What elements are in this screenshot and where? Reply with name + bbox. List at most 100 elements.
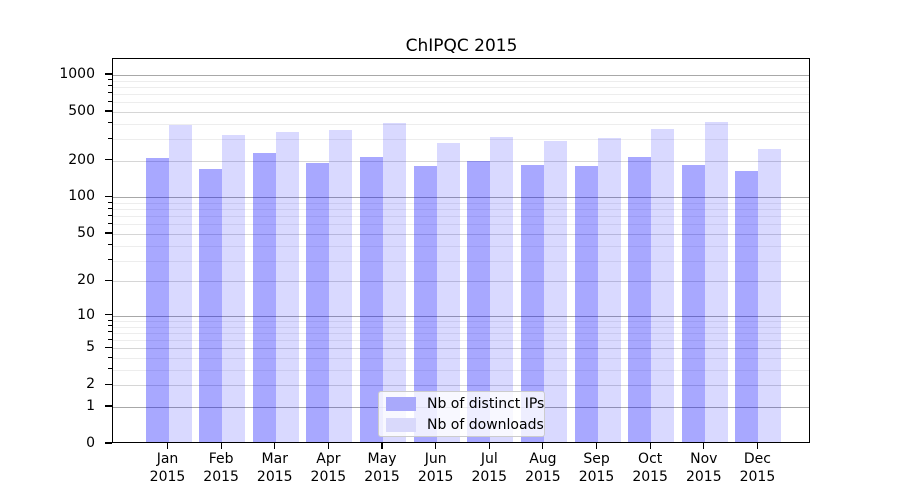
bar-ips-oct — [628, 156, 652, 442]
gridline-minor — [113, 260, 809, 262]
gridline-major — [113, 348, 809, 350]
x-tick — [595, 443, 598, 449]
x-tick — [542, 443, 544, 449]
x-tick — [703, 443, 705, 449]
x-tick — [435, 443, 437, 449]
y-tick — [105, 314, 112, 316]
y-tick-label: 1 — [86, 397, 95, 414]
gridline-minor — [113, 123, 809, 125]
y-tick — [105, 383, 112, 385]
bar-downloads-jul — [490, 136, 514, 442]
bar-downloads-nov — [704, 121, 728, 442]
y-tick-minor — [108, 201, 112, 203]
month-name: Sep — [583, 451, 610, 467]
y-tick-minor — [108, 214, 112, 216]
y-tick-minor — [108, 319, 112, 321]
y-tick — [105, 73, 112, 75]
month-name: Jul — [480, 451, 498, 467]
gridline-minor — [113, 224, 809, 226]
month-name: Dec — [743, 451, 771, 467]
gridline-minor — [113, 203, 809, 205]
y-tick — [105, 159, 112, 161]
y-tick-minor — [108, 331, 112, 333]
legend-label-distinct-ips: Nb of distinct IPs — [427, 395, 545, 412]
x-tick-label-jun: Jun 2015 — [396, 451, 476, 486]
legend-item-distinct-ips: Nb of distinct IPs — [386, 396, 544, 412]
bar-ips-dec — [735, 170, 759, 442]
y-tick — [105, 195, 112, 198]
gridline-minor — [113, 321, 809, 322]
gridline-major — [113, 197, 809, 199]
month-name: Aug — [529, 451, 557, 467]
bar-ips-may — [360, 156, 384, 442]
gridline-minor — [113, 358, 809, 360]
legend-label-downloads: Nb of downloads — [427, 416, 544, 433]
month-name: Feb — [208, 451, 234, 467]
y-tick-minor — [108, 137, 112, 139]
y-tick — [105, 232, 112, 234]
gridline-major — [113, 74, 809, 76]
bar-ips-jul — [467, 160, 491, 442]
y-tick-minor — [108, 207, 112, 209]
x-tick-label-jul: Jul 2015 — [449, 451, 529, 486]
x-tick-label-nov: Nov 2015 — [664, 451, 744, 486]
x-tick-label-jan: Jan 2015 — [128, 451, 208, 486]
y-tick-label: 200 — [68, 151, 95, 168]
month-year: 2015 — [417, 468, 454, 485]
gridline-minor — [113, 369, 809, 371]
y-tick — [105, 405, 112, 407]
month-year: 2015 — [203, 468, 239, 485]
gridline-major — [113, 233, 809, 235]
month-name: Jun — [424, 451, 447, 467]
y-tick — [105, 279, 112, 281]
legend: Nb of distinct IPs Nb of downloads — [378, 391, 545, 437]
bar-downloads-mar — [275, 131, 299, 442]
x-tick-label-aug: Aug 2015 — [503, 451, 583, 486]
bar-downloads-dec — [758, 148, 782, 442]
y-tick-minor — [108, 259, 112, 261]
y-tick — [105, 346, 112, 348]
gridline-minor — [113, 80, 809, 82]
bar-downloads-jun — [436, 142, 460, 442]
x-tick-label-oct: Oct 2015 — [610, 451, 690, 486]
gridline-minor — [113, 139, 809, 141]
month-year: 2015 — [256, 468, 293, 485]
month-year: 2015 — [685, 468, 722, 485]
gridline-minor — [113, 326, 809, 328]
month-year: 2015 — [149, 468, 186, 485]
bar-downloads-may — [383, 123, 407, 442]
x-tick — [649, 443, 651, 449]
x-tick-label-sep: Sep 2015 — [557, 451, 637, 486]
gridline-minor — [113, 245, 809, 247]
x-tick — [381, 443, 383, 449]
y-tick-label: 20 — [77, 272, 95, 289]
month-year: 2015 — [578, 468, 615, 485]
month-year: 2015 — [364, 468, 400, 485]
bar-ips-aug — [520, 164, 544, 442]
gridline-minor — [113, 216, 809, 218]
bar-ips-nov — [681, 164, 705, 442]
month-year: 2015 — [632, 468, 668, 485]
plot-area — [112, 58, 810, 443]
month-name: Apr — [316, 451, 341, 467]
gridline-major — [113, 111, 809, 113]
y-tick-minor — [108, 100, 112, 102]
gridline-major — [113, 315, 809, 317]
gridline-minor — [113, 93, 809, 95]
y-tick-label: 5 — [86, 339, 95, 356]
bar-downloads-jan — [168, 125, 192, 442]
bar-ips-mar — [252, 153, 276, 442]
y-tick — [105, 110, 112, 112]
y-tick-minor — [108, 222, 112, 224]
bar-ips-jun — [413, 166, 437, 442]
bar-downloads-aug — [543, 140, 567, 442]
bar-ips-feb — [199, 169, 223, 442]
gridline-minor — [113, 102, 809, 104]
x-tick — [166, 443, 169, 449]
y-tick-label: 10 — [77, 306, 95, 323]
y-tick-minor — [108, 325, 112, 327]
gridline-major — [113, 385, 809, 387]
bar-ips-apr — [306, 163, 330, 442]
y-tick-label: 50 — [77, 224, 95, 241]
x-tick — [220, 443, 222, 449]
